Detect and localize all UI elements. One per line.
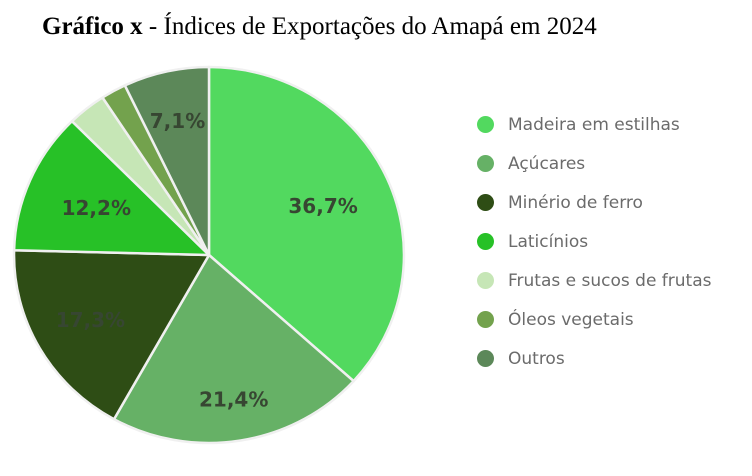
pie-slice-7 xyxy=(123,65,211,257)
legend-item: Frutas e sucos de frutas xyxy=(477,268,712,293)
pie-slice-1 xyxy=(207,65,406,383)
legend-item: Óleos vegetais xyxy=(477,307,712,332)
legend-label: Minério de ferro xyxy=(508,192,643,213)
legend-item: Madeira em estilhas xyxy=(477,112,712,137)
pie-percentage-label: 36,7% xyxy=(288,194,357,218)
pie-slice-4 xyxy=(12,119,211,257)
pie-percentage-label: 21,4% xyxy=(199,388,268,412)
legend-label: Açúcares xyxy=(508,153,586,174)
chart-title-prefix: Gráfico x xyxy=(42,13,143,40)
pie-percentage-label: 7,1% xyxy=(150,109,205,133)
legend-label: Laticínios xyxy=(508,231,589,252)
legend-label: Outros xyxy=(508,348,565,369)
legend-swatch-icon xyxy=(477,194,494,211)
legend-swatch-icon xyxy=(477,155,494,172)
legend-item: Laticínios xyxy=(477,229,712,254)
legend-label: Frutas e sucos de frutas xyxy=(508,270,712,291)
legend-swatch-icon xyxy=(477,116,494,133)
legend-swatch-icon xyxy=(477,272,494,289)
legend-label: Óleos vegetais xyxy=(508,309,634,330)
pie-percentage-label: 17,3% xyxy=(56,308,125,332)
pie-slice-3 xyxy=(12,249,211,421)
legend-swatch-icon xyxy=(477,350,494,367)
chart-title-rest: - Índices de Exportações do Amapá em 202… xyxy=(142,13,597,40)
legend-label: Madeira em estilhas xyxy=(508,114,680,135)
pie-chart: 36,7% 21,4% 17,3% 12,2% 7,1% xyxy=(12,65,406,445)
pie-legend: Madeira em estilhas Açúcares Minério de … xyxy=(477,112,712,385)
legend-item: Açúcares xyxy=(477,151,712,176)
pie-slice-2 xyxy=(112,253,355,445)
legend-swatch-icon xyxy=(477,311,494,328)
legend-swatch-icon xyxy=(477,233,494,250)
pie-percentage-label: 12,2% xyxy=(62,196,131,220)
chart-title: Gráfico x - Índices de Exportações do Am… xyxy=(42,12,597,42)
legend-item: Minério de ferro xyxy=(477,190,712,215)
legend-item: Outros xyxy=(477,346,712,371)
